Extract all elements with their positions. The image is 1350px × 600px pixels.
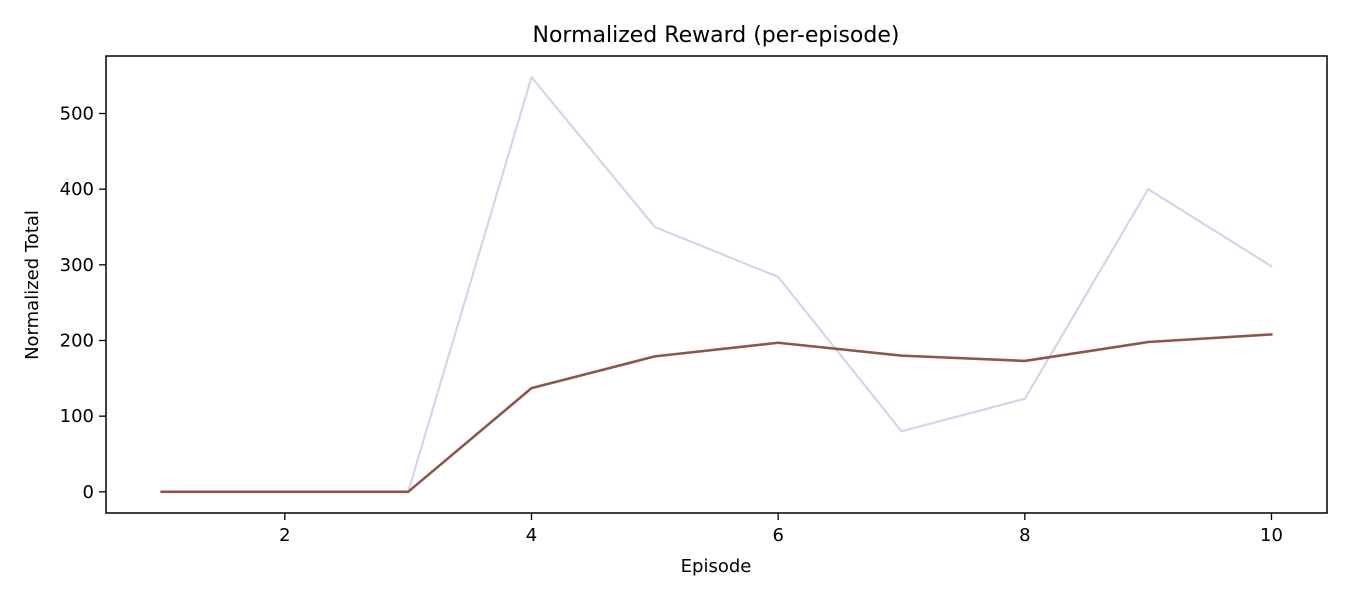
chart-title: Normalized Reward (per-episode)	[533, 23, 900, 48]
x-tick-label-2: 2	[279, 525, 290, 546]
y-tick-label-300: 300	[60, 255, 94, 276]
y-tick-label-200: 200	[60, 330, 94, 351]
y-tick-label-500: 500	[60, 104, 94, 125]
x-tick-label-6: 6	[772, 525, 783, 546]
series-layer	[160, 76, 1273, 494]
series-line-1	[160, 76, 1273, 493]
y-axis-title: Normalized Total	[22, 210, 43, 360]
series-line-2	[160, 333, 1273, 494]
x-tick-label-8: 8	[1019, 525, 1030, 546]
y-tick-label-100: 100	[60, 406, 94, 427]
y-tick-label-400: 400	[60, 179, 94, 200]
x-axis: 2 4 6 8 10	[279, 513, 1283, 546]
y-axis: 0 100 200 300 400 500	[60, 104, 106, 503]
plot-frame	[105, 55, 1328, 514]
x-axis-title: Episode	[681, 556, 752, 577]
x-tick-label-4: 4	[526, 525, 537, 546]
y-tick-label-0: 0	[83, 482, 94, 503]
x-tick-label-10: 10	[1260, 525, 1283, 546]
